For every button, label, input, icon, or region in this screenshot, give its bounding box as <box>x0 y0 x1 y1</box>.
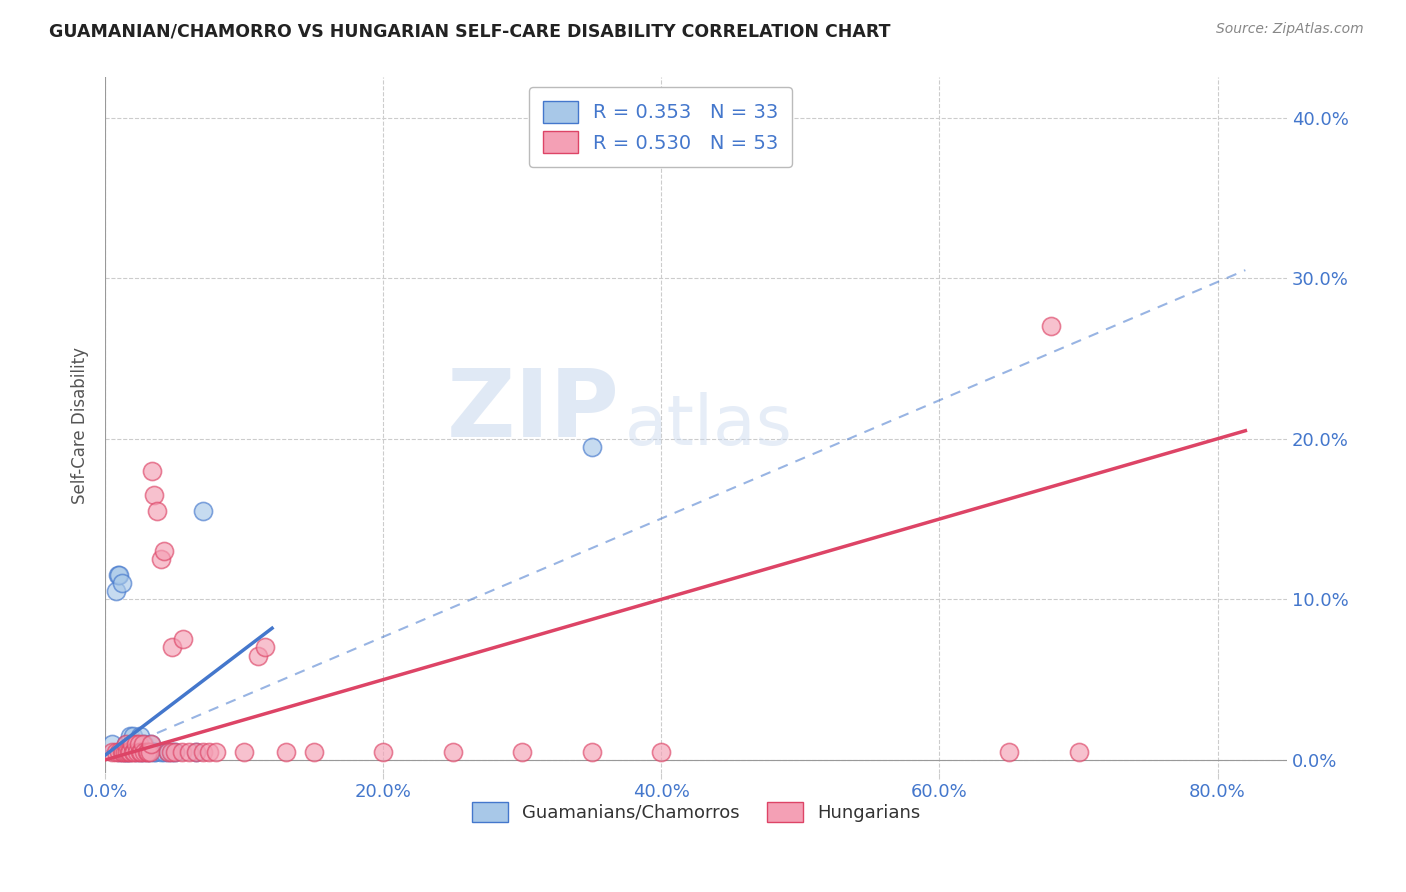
Legend: Guamanians/Chamorros, Hungarians: Guamanians/Chamorros, Hungarians <box>461 790 932 833</box>
Point <box>101 745 124 759</box>
Point <box>998 745 1021 759</box>
Point <box>128 737 150 751</box>
Point <box>117 745 139 759</box>
Point <box>120 745 142 759</box>
Point <box>152 544 174 558</box>
Point <box>254 640 277 655</box>
Point <box>135 745 157 759</box>
Point <box>138 745 160 759</box>
Text: ZIP: ZIP <box>447 365 619 458</box>
Point <box>142 488 165 502</box>
Point <box>101 737 124 751</box>
Point <box>108 745 131 759</box>
Point <box>129 745 152 759</box>
Point <box>115 737 138 751</box>
Point <box>143 745 166 759</box>
Point <box>129 745 152 759</box>
Point <box>114 745 136 759</box>
Point <box>115 745 138 759</box>
Point <box>581 440 603 454</box>
Point <box>118 745 141 759</box>
Point <box>139 737 162 751</box>
Text: atlas: atlas <box>626 392 793 458</box>
Point <box>650 745 672 759</box>
Point <box>159 745 181 759</box>
Point <box>112 745 135 759</box>
Point <box>120 745 142 759</box>
Point <box>127 745 149 759</box>
Point <box>156 745 179 759</box>
Point <box>205 745 228 759</box>
Point <box>163 745 186 759</box>
Point <box>233 745 256 759</box>
Point <box>115 737 138 751</box>
Point <box>142 745 165 759</box>
Point <box>125 737 148 751</box>
Point <box>581 745 603 759</box>
Point <box>184 745 207 759</box>
Point <box>135 745 157 759</box>
Point <box>156 745 179 759</box>
Point <box>112 745 135 759</box>
Text: GUAMANIAN/CHAMORRO VS HUNGARIAN SELF-CARE DISABILITY CORRELATION CHART: GUAMANIAN/CHAMORRO VS HUNGARIAN SELF-CAR… <box>49 22 891 40</box>
Point <box>152 745 174 759</box>
Point <box>132 737 155 751</box>
Point <box>149 745 172 759</box>
Point <box>125 745 148 759</box>
Point <box>108 745 131 759</box>
Point <box>160 745 183 759</box>
Point <box>177 745 200 759</box>
Point <box>139 737 162 751</box>
Point <box>191 745 214 759</box>
Point <box>134 745 156 759</box>
Point <box>170 745 193 759</box>
Point <box>105 745 128 759</box>
Point <box>274 745 297 759</box>
Point <box>145 504 167 518</box>
Point <box>131 745 153 759</box>
Point <box>184 745 207 759</box>
Text: Source: ZipAtlas.com: Source: ZipAtlas.com <box>1216 22 1364 37</box>
Point <box>121 737 143 751</box>
Point <box>129 729 152 743</box>
Point <box>111 576 134 591</box>
Point <box>1039 319 1062 334</box>
Y-axis label: Self-Care Disability: Self-Care Disability <box>72 347 89 504</box>
Point <box>117 745 139 759</box>
Point <box>134 737 156 751</box>
Point <box>124 745 146 759</box>
Point <box>138 745 160 759</box>
Point <box>1067 745 1090 759</box>
Point <box>160 640 183 655</box>
Point <box>373 745 395 759</box>
Point <box>122 745 145 759</box>
Point <box>512 745 534 759</box>
Point <box>149 552 172 566</box>
Point <box>172 632 194 647</box>
Point <box>302 745 325 759</box>
Point <box>107 568 129 582</box>
Point <box>247 648 270 663</box>
Point <box>120 729 142 743</box>
Point <box>122 737 145 751</box>
Point <box>198 745 221 759</box>
Point <box>108 568 131 582</box>
Point <box>111 745 134 759</box>
Point <box>105 584 128 599</box>
Point <box>136 745 159 759</box>
Point <box>163 745 186 759</box>
Point <box>132 745 155 759</box>
Point <box>125 737 148 751</box>
Point <box>191 504 214 518</box>
Point <box>141 464 163 478</box>
Point <box>122 729 145 743</box>
Point <box>441 745 464 759</box>
